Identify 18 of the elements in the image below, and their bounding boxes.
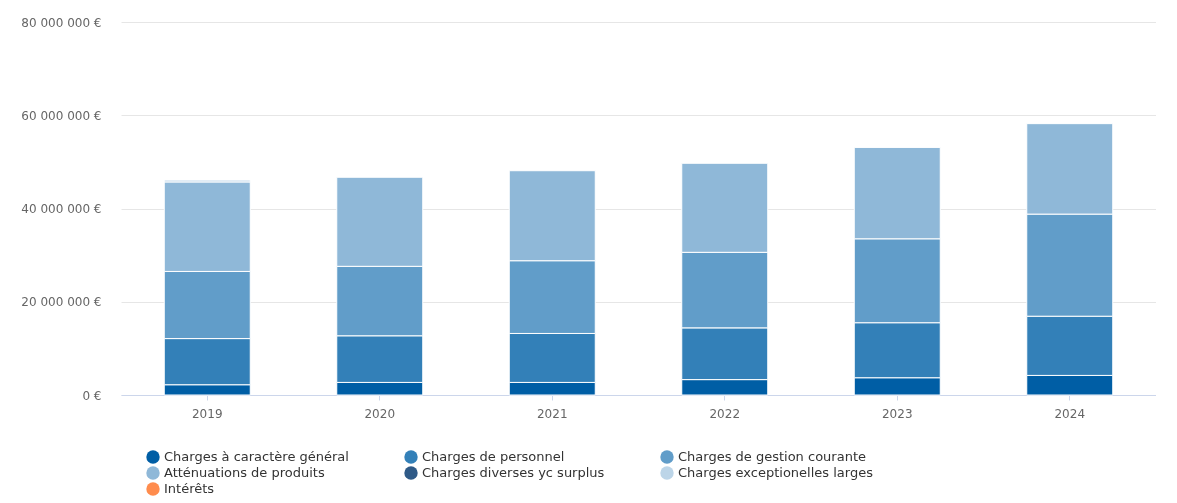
y-tick-label: 80 000 000 €	[21, 15, 102, 30]
x-tick-label: 2024	[1054, 406, 1086, 421]
y-tick-label: 0 €	[82, 388, 102, 403]
x-tick-label: 2021	[536, 406, 568, 421]
y-tick-label: 40 000 000 €	[21, 202, 102, 216]
legend-label: Charges diverses yc surplus	[422, 465, 605, 480]
y-tick-label: 60 000 000 €	[21, 108, 102, 123]
x-tick-label: 2020	[364, 406, 396, 421]
x-tick-label: 2023	[881, 406, 913, 421]
legend-label: Charges à caractère général	[164, 449, 349, 464]
x-tick-label: 2019	[191, 406, 223, 421]
y-tick-label: 20 000 000 €	[21, 295, 102, 310]
legend-label: Intérêts	[164, 481, 215, 496]
legend-label: Charges de gestion courante	[678, 449, 866, 464]
legend-label: Charges exceptionelles larges	[678, 465, 874, 480]
legend-label: Charges de personnel	[422, 449, 565, 464]
legend-label: Atténuations de produits	[164, 465, 325, 480]
x-tick-label: 2022	[709, 406, 741, 421]
